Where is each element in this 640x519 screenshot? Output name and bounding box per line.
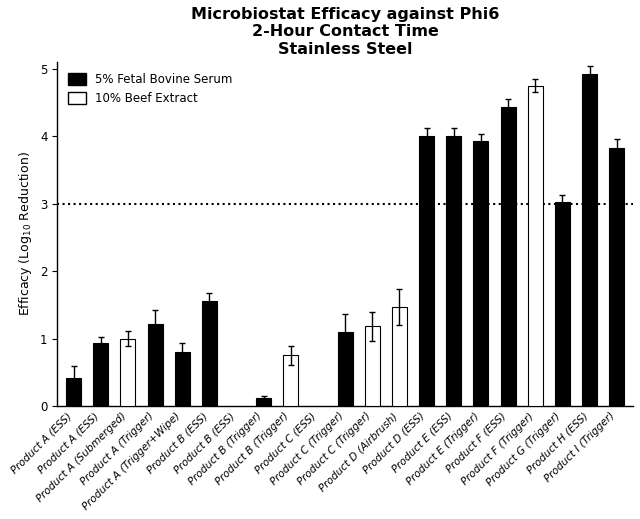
Bar	[365, 326, 380, 406]
Bar	[284, 356, 298, 406]
Bar	[392, 307, 407, 406]
Bar	[555, 202, 570, 406]
Bar	[474, 141, 488, 406]
Title: Microbiostat Efficacy against Phi6
2-Hour Contact Time
Stainless Steel: Microbiostat Efficacy against Phi6 2-Hou…	[191, 7, 499, 57]
Bar	[500, 107, 516, 406]
Bar	[446, 135, 461, 406]
Y-axis label: Efficacy (Log$_{10}$ Reduction): Efficacy (Log$_{10}$ Reduction)	[17, 152, 35, 317]
Bar	[202, 302, 217, 406]
Legend: 5% Fetal Bovine Serum, 10% Beef Extract: 5% Fetal Bovine Serum, 10% Beef Extract	[63, 68, 237, 110]
Bar	[338, 332, 353, 406]
Bar	[256, 398, 271, 406]
Bar	[120, 338, 135, 406]
Bar	[175, 352, 189, 406]
Bar	[609, 148, 624, 406]
Bar	[148, 324, 163, 406]
Bar	[66, 378, 81, 406]
Bar	[528, 86, 543, 406]
Bar	[93, 343, 108, 406]
Bar	[419, 135, 434, 406]
Bar	[582, 74, 597, 406]
